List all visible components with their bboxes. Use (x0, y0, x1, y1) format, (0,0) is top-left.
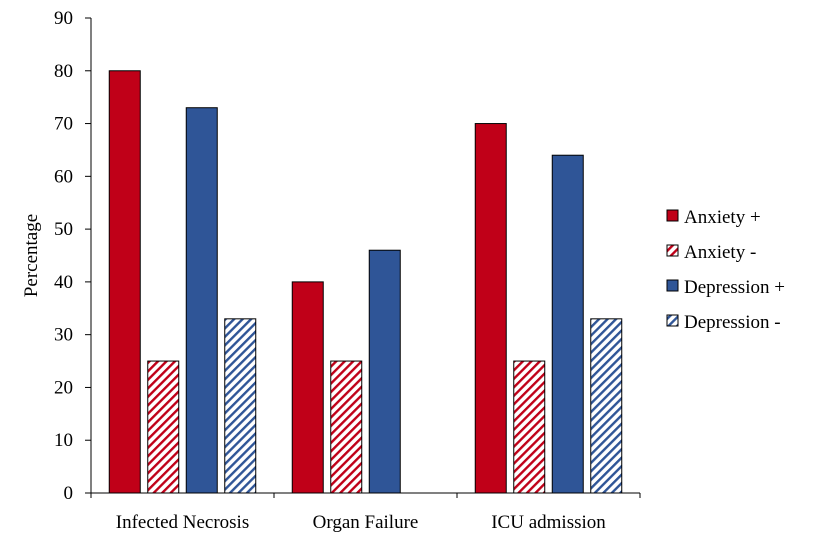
legend-label: Depression - (684, 312, 781, 333)
y-axis: 0 10 20 30 40 50 60 70 80 90 (54, 8, 92, 504)
bar (551, 154, 584, 494)
legend-swatch (666, 209, 679, 222)
y-tick-label: 50 (54, 219, 73, 240)
legend-swatch (666, 244, 679, 257)
x-category-label: ICU admission (491, 512, 606, 533)
y-tick-label: 20 (54, 377, 73, 398)
x-category-label: Organ Failure (313, 512, 419, 533)
y-tick-label: 30 (54, 325, 73, 346)
x-axis: Infected Necrosis Organ Failure ICU admiss… (90, 492, 641, 533)
y-tick-label: 10 (54, 430, 73, 451)
legend-swatch (666, 279, 679, 292)
bar (185, 107, 218, 494)
legend: Anxiety + Anxiety - Depression + Depression… (666, 207, 785, 333)
y-tick-label: 0 (64, 483, 74, 504)
legend-swatch (666, 314, 679, 327)
legend-label: Anxiety + (684, 207, 761, 228)
bar (474, 123, 507, 494)
y-tick-label: 60 (54, 166, 73, 187)
x-category-label: Infected Necrosis (116, 512, 249, 533)
bar (147, 360, 180, 494)
bar (590, 318, 623, 494)
bar (513, 360, 546, 494)
bar (224, 318, 257, 494)
y-tick-label: 80 (54, 61, 73, 82)
bar (291, 281, 324, 494)
y-tick-label: 70 (54, 114, 73, 135)
y-tick-label: 90 (54, 8, 73, 29)
legend-label: Anxiety - (684, 242, 756, 263)
bar (330, 360, 363, 494)
bar (108, 70, 141, 494)
legend-label: Depression + (684, 277, 785, 298)
bar (368, 249, 401, 494)
y-tick-label: 40 (54, 272, 73, 293)
bars (108, 70, 623, 494)
y-axis-title: Percentage (21, 214, 42, 297)
